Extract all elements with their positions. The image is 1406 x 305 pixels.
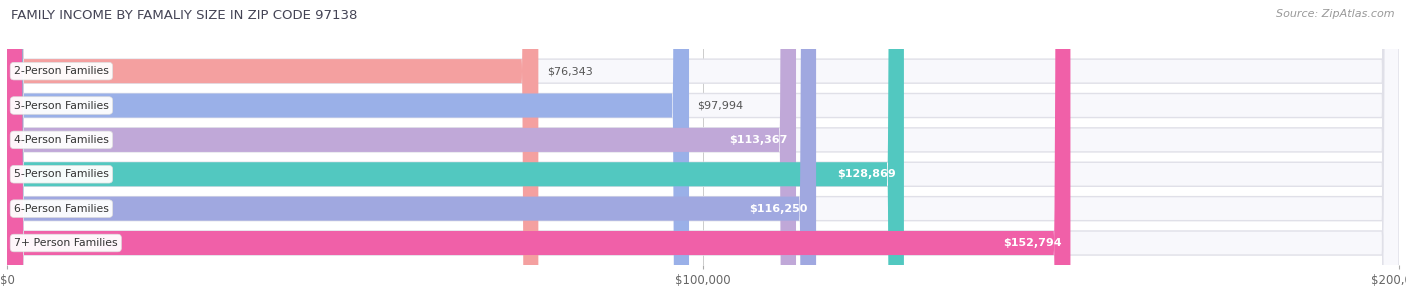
Text: $76,343: $76,343 <box>547 66 592 76</box>
FancyBboxPatch shape <box>7 0 1399 305</box>
Text: 4-Person Families: 4-Person Families <box>14 135 108 145</box>
FancyBboxPatch shape <box>7 0 1399 305</box>
FancyBboxPatch shape <box>7 0 1399 305</box>
Text: $116,250: $116,250 <box>749 204 807 213</box>
FancyBboxPatch shape <box>7 0 796 305</box>
FancyBboxPatch shape <box>7 0 538 305</box>
FancyBboxPatch shape <box>7 0 689 305</box>
Text: 5-Person Families: 5-Person Families <box>14 169 108 179</box>
FancyBboxPatch shape <box>7 0 1399 305</box>
Text: Source: ZipAtlas.com: Source: ZipAtlas.com <box>1277 9 1395 19</box>
Text: $113,367: $113,367 <box>730 135 787 145</box>
Text: 6-Person Families: 6-Person Families <box>14 204 108 213</box>
Text: $152,794: $152,794 <box>1004 238 1062 248</box>
FancyBboxPatch shape <box>7 0 1399 305</box>
FancyBboxPatch shape <box>7 0 815 305</box>
Text: $128,869: $128,869 <box>837 169 896 179</box>
FancyBboxPatch shape <box>7 0 1399 305</box>
Text: 2-Person Families: 2-Person Families <box>14 66 108 76</box>
Text: $97,994: $97,994 <box>697 101 744 110</box>
FancyBboxPatch shape <box>7 0 1070 305</box>
Text: 3-Person Families: 3-Person Families <box>14 101 108 110</box>
FancyBboxPatch shape <box>7 0 904 305</box>
Text: FAMILY INCOME BY FAMALIY SIZE IN ZIP CODE 97138: FAMILY INCOME BY FAMALIY SIZE IN ZIP COD… <box>11 9 357 22</box>
Text: 7+ Person Families: 7+ Person Families <box>14 238 118 248</box>
